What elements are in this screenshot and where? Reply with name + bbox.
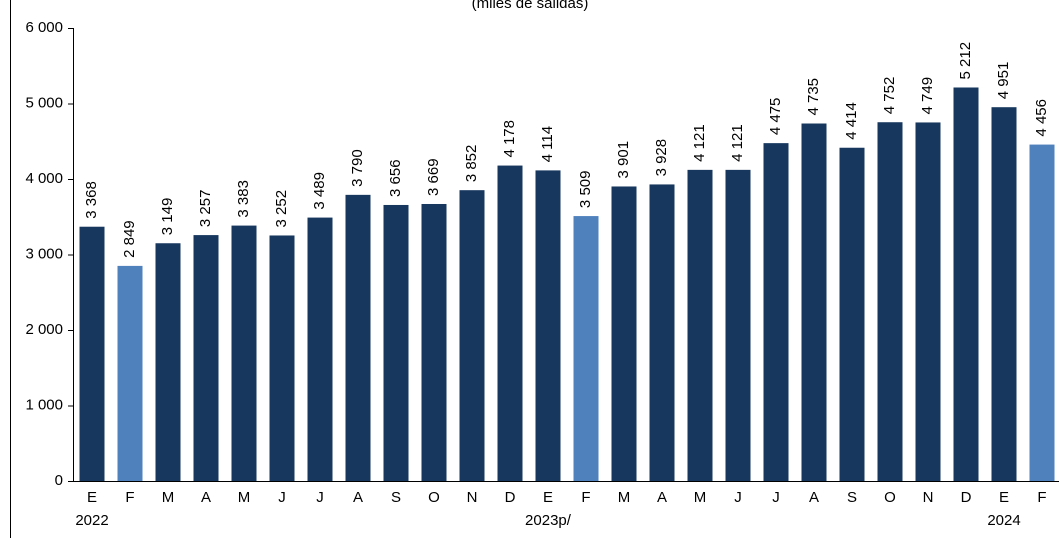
x-tick-label: F <box>1037 489 1046 506</box>
bar <box>611 186 637 482</box>
x-tick-label: M <box>618 489 631 506</box>
x-tick-label: E <box>543 489 553 506</box>
bar <box>915 122 941 481</box>
x-tick-label: O <box>884 489 896 506</box>
bar <box>649 184 675 481</box>
bar <box>117 265 143 481</box>
bar <box>269 235 295 481</box>
bar <box>155 243 181 481</box>
value-label: 3 852 <box>463 145 480 183</box>
value-label: 3 252 <box>273 190 290 228</box>
x-tick-label: J <box>316 489 324 506</box>
x-tick-label: A <box>353 489 363 506</box>
x-tick-label: D <box>505 489 516 506</box>
bar <box>231 225 257 481</box>
value-label: 3 790 <box>349 149 366 187</box>
bar <box>307 217 333 481</box>
bar <box>877 122 903 481</box>
y-tick-label: 2 000 <box>25 321 63 338</box>
y-tick-label: 6 000 <box>25 19 63 36</box>
x-tick-label: S <box>391 489 401 506</box>
x-tick-label: N <box>467 489 478 506</box>
bar <box>79 226 105 481</box>
x-tick-label: E <box>87 489 97 506</box>
value-label: 4 114 <box>539 126 556 162</box>
value-label: 4 121 <box>729 124 746 162</box>
bar <box>345 194 371 482</box>
bar <box>459 190 485 481</box>
bar <box>839 147 865 482</box>
x-tick-label: F <box>581 489 590 506</box>
y-tick-label: 1 000 <box>25 396 63 413</box>
x-tick-label: A <box>809 489 819 506</box>
value-label: 3 489 <box>311 172 328 210</box>
bar <box>801 123 827 481</box>
bar <box>497 165 523 481</box>
bar <box>1029 144 1055 481</box>
bar <box>535 170 561 481</box>
bar <box>193 235 219 481</box>
value-label: 3 901 <box>615 141 632 179</box>
bar <box>763 143 789 481</box>
value-label: 3 149 <box>159 198 176 236</box>
bar <box>383 204 409 482</box>
value-label: 4 752 <box>881 77 898 115</box>
x-tick-label: A <box>201 489 211 506</box>
x-tick-label: M <box>238 489 251 506</box>
x-tick-label: M <box>162 489 175 506</box>
year-label: 2023p/ <box>525 512 572 529</box>
value-label: 5 212 <box>957 42 974 80</box>
x-tick-label: F <box>125 489 134 506</box>
value-label: 4 475 <box>767 98 784 136</box>
y-tick-label: 0 <box>55 472 63 489</box>
value-label: 4 749 <box>919 77 936 115</box>
value-label: 4 178 <box>501 120 518 158</box>
bar <box>573 216 599 481</box>
x-tick-label: J <box>734 489 742 506</box>
value-label: 3 257 <box>197 190 214 228</box>
bar <box>687 169 713 481</box>
y-tick-label: 5 000 <box>25 94 63 111</box>
value-label: 2 849 <box>121 220 138 258</box>
value-label: 3 368 <box>83 181 100 219</box>
value-label: 3 669 <box>425 158 442 196</box>
chart-title: (miles de salidas) <box>472 0 589 12</box>
x-tick-label: J <box>772 489 780 506</box>
year-label: 2022 <box>75 512 108 529</box>
x-tick-label: J <box>278 489 286 506</box>
x-tick-label: M <box>694 489 707 506</box>
year-label: 2024 <box>987 512 1020 529</box>
x-tick-label: E <box>999 489 1009 506</box>
bar <box>421 203 447 482</box>
value-label: 4 456 <box>1033 99 1050 137</box>
bar <box>991 107 1017 482</box>
x-tick-label: N <box>923 489 934 506</box>
bar <box>953 87 979 481</box>
value-label: 3 928 <box>653 139 670 177</box>
x-tick-label: S <box>847 489 857 506</box>
x-tick-label: O <box>428 489 440 506</box>
y-tick-label: 3 000 <box>25 245 63 262</box>
value-label: 4 121 <box>691 124 708 162</box>
value-label: 4 951 <box>995 62 1012 100</box>
x-tick-label: A <box>657 489 667 506</box>
bar <box>725 169 751 481</box>
value-label: 4 414 <box>843 102 860 140</box>
value-label: 4 735 <box>805 78 822 116</box>
value-label: 3 656 <box>387 159 404 197</box>
y-tick-label: 4 000 <box>25 170 63 187</box>
value-label: 3 509 <box>577 171 594 209</box>
value-label: 3 383 <box>235 180 252 218</box>
x-tick-label: D <box>961 489 972 506</box>
